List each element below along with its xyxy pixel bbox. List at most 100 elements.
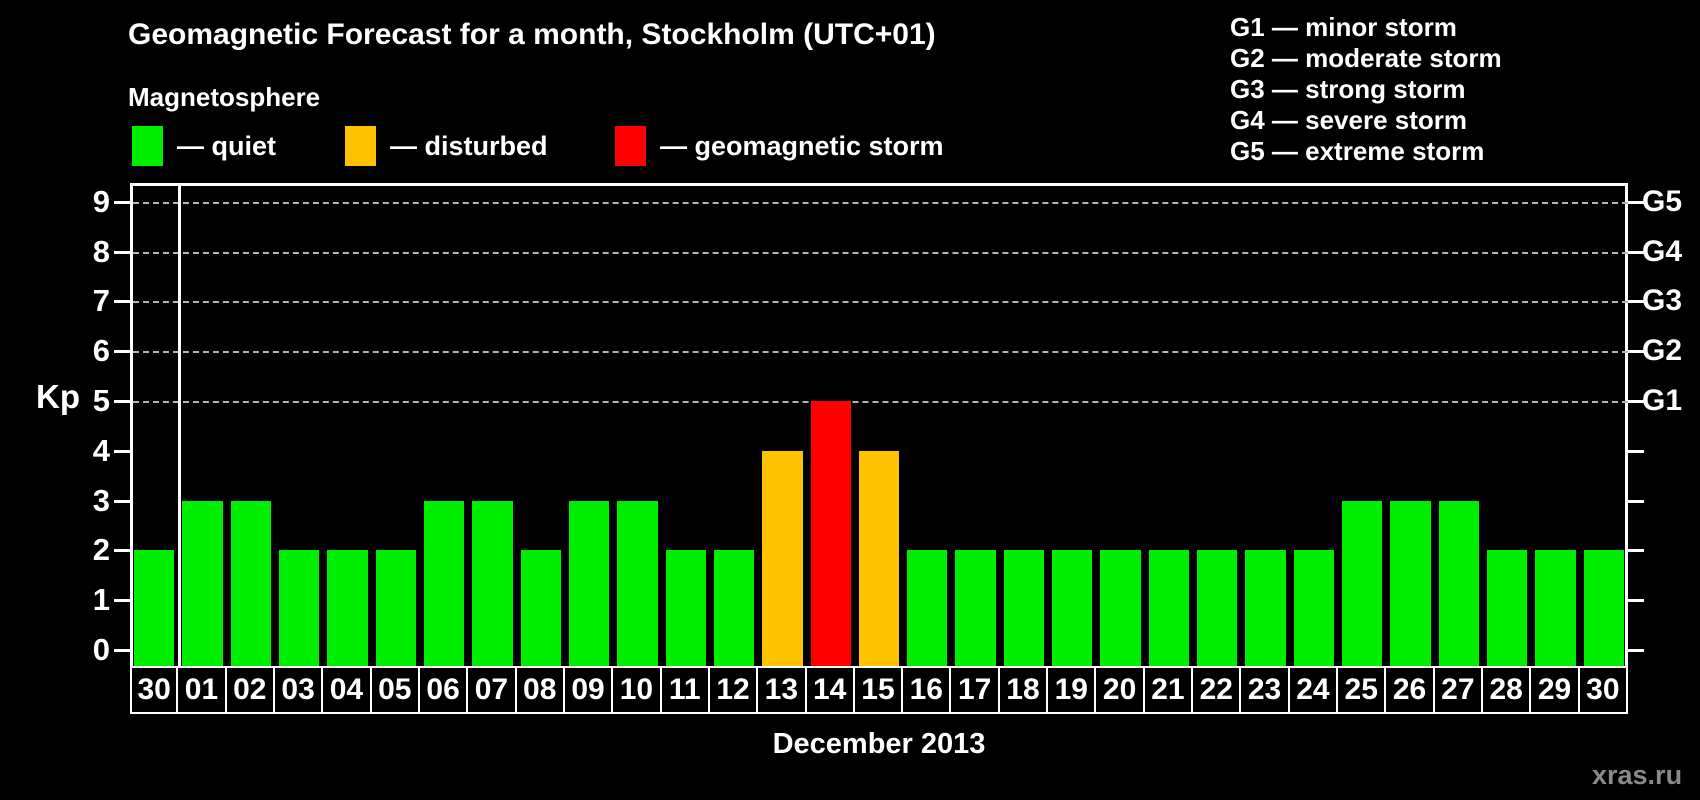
- kp-bar-day-22: [1197, 550, 1238, 666]
- kp-bar-day-10: [617, 500, 658, 666]
- y-axis-tick-label: 6: [92, 333, 110, 369]
- right-axis-tick: [1628, 300, 1644, 304]
- gridline-kp5: [133, 401, 1628, 403]
- g-scale-legend-line: G3 — strong storm: [1230, 74, 1466, 104]
- legend-heading: Magnetosphere: [128, 82, 321, 112]
- y-axis-tick-label: 0: [92, 632, 110, 667]
- y-axis-tick: [114, 499, 130, 503]
- kp-bar-day-01: [182, 500, 223, 666]
- y-axis-tick: [114, 599, 130, 603]
- gridline-kp7: [133, 301, 1628, 304]
- g-scale-legend-line: G2 — moderate storm: [1230, 43, 1502, 73]
- x-axis-day-label: 02: [224, 666, 275, 714]
- gridline-kp6: [133, 351, 1628, 354]
- x-axis-day-label: 21: [1142, 666, 1194, 714]
- right-axis-tick: [1628, 449, 1644, 453]
- right-axis-tick: [1628, 250, 1644, 254]
- x-axis-day-label: 12: [707, 666, 759, 714]
- g-scale-legend-line: G5 — extreme storm: [1230, 136, 1485, 166]
- kp-bar-day-30: [134, 550, 175, 666]
- legend-item-storm: — geomagnetic storm: [615, 126, 944, 166]
- kp-bar-day-23: [1245, 550, 1286, 666]
- x-axis-day-label: 30: [130, 666, 179, 714]
- right-axis-tick: [1628, 549, 1644, 553]
- g-axis-label-g1: G1: [1642, 384, 1683, 417]
- x-axis-day-label: 15: [852, 666, 904, 714]
- x-axis-day-label: 26: [1384, 666, 1435, 714]
- kp-bar-day-29: [1535, 550, 1576, 666]
- legend-item-quiet: — quiet: [132, 126, 276, 166]
- x-axis-day-label: 20: [1094, 666, 1145, 714]
- kp-bar-chart-plot-area: [130, 183, 1628, 666]
- chart-title: Geomagnetic Forecast for a month, Stockh…: [128, 18, 936, 51]
- watermark: xras.ru: [1592, 760, 1683, 790]
- storm-color-swatch: [615, 126, 646, 166]
- kp-bar-day-17: [955, 550, 996, 666]
- kp-bar-day-25: [1342, 500, 1383, 666]
- kp-bar-day-26: [1390, 500, 1431, 666]
- kp-bar-day-04: [327, 550, 368, 666]
- kp-bar-day-02: [230, 500, 271, 666]
- y-axis-tick: [114, 400, 130, 403]
- quiet-color-swatch: [132, 126, 163, 166]
- x-axis-day-label: 22: [1191, 666, 1242, 714]
- y-axis-tick: [114, 449, 130, 453]
- right-axis-tick: [1628, 200, 1644, 204]
- x-axis-day-label: 28: [1481, 666, 1532, 714]
- x-axis-day-label: 03: [272, 666, 324, 714]
- kp-bar-day-30: [1583, 550, 1624, 666]
- x-axis-day-label: 13: [756, 666, 807, 714]
- gridline-kp9: [133, 201, 1628, 204]
- gridline-kp8: [133, 251, 1628, 254]
- x-axis-day-label: 01: [176, 666, 227, 714]
- y-axis-tick-label: 7: [92, 283, 110, 319]
- x-axis-day-label: 17: [949, 666, 1000, 714]
- kp-bar-day-27: [1438, 500, 1480, 666]
- g-axis-label-g2: G2: [1642, 334, 1683, 368]
- y-axis-tick-label: 9: [92, 183, 110, 219]
- y-axis-tick: [114, 250, 130, 254]
- x-axis-day-label: 07: [466, 666, 517, 714]
- right-axis-tick: [1628, 499, 1644, 503]
- kp-bar-day-08: [520, 550, 561, 666]
- g-axis-label-g4: G4: [1642, 234, 1683, 268]
- legend-item-label: — geomagnetic storm: [660, 130, 944, 161]
- g-axis-label-g5: G5: [1642, 184, 1683, 218]
- legend-item-label: — disturbed: [390, 130, 548, 161]
- right-axis-tick: [1628, 599, 1644, 603]
- x-axis-title: December 2013: [772, 728, 986, 760]
- y-axis-tick-label: 4: [92, 432, 110, 468]
- x-axis-day-label: 11: [659, 666, 710, 714]
- kp-bar-day-28: [1487, 550, 1528, 666]
- y-axis-tick: [114, 549, 130, 553]
- x-axis-day-label: 24: [1287, 666, 1339, 714]
- right-axis-tick: [1628, 350, 1644, 354]
- kp-bar-day-09: [568, 500, 610, 666]
- disturbed-color-swatch: [345, 126, 376, 166]
- right-axis-tick: [1628, 400, 1644, 403]
- x-axis-day-label: 16: [901, 666, 952, 714]
- y-axis-tick-label: 2: [92, 532, 110, 568]
- kp-bar-day-11: [665, 550, 706, 666]
- x-axis-day-label: 30: [1577, 666, 1628, 714]
- x-axis-day-label: 29: [1529, 666, 1580, 714]
- x-axis-day-label: 19: [1046, 666, 1097, 714]
- kp-bar-day-05: [375, 550, 416, 666]
- kp-bar-day-13: [762, 450, 803, 666]
- legend-item-label: — quiet: [177, 130, 276, 161]
- legend-item-disturbed: — disturbed: [345, 126, 548, 166]
- right-axis-tick: [1628, 649, 1644, 652]
- y-axis-tick: [114, 200, 130, 204]
- x-axis-day-label: 27: [1432, 666, 1484, 714]
- x-axis-day-label: 08: [514, 666, 565, 714]
- y-axis-tick: [114, 350, 130, 354]
- x-axis-day-label: 05: [369, 666, 420, 714]
- x-axis-day-label: 18: [997, 666, 1049, 714]
- kp-bar-day-18: [1003, 550, 1045, 666]
- y-axis-title: Kp: [36, 378, 80, 415]
- x-axis-day-label: 09: [562, 666, 614, 714]
- y-axis-tick-label: 8: [92, 233, 110, 269]
- kp-bar-day-20: [1100, 550, 1141, 666]
- kp-bar-day-21: [1148, 550, 1190, 666]
